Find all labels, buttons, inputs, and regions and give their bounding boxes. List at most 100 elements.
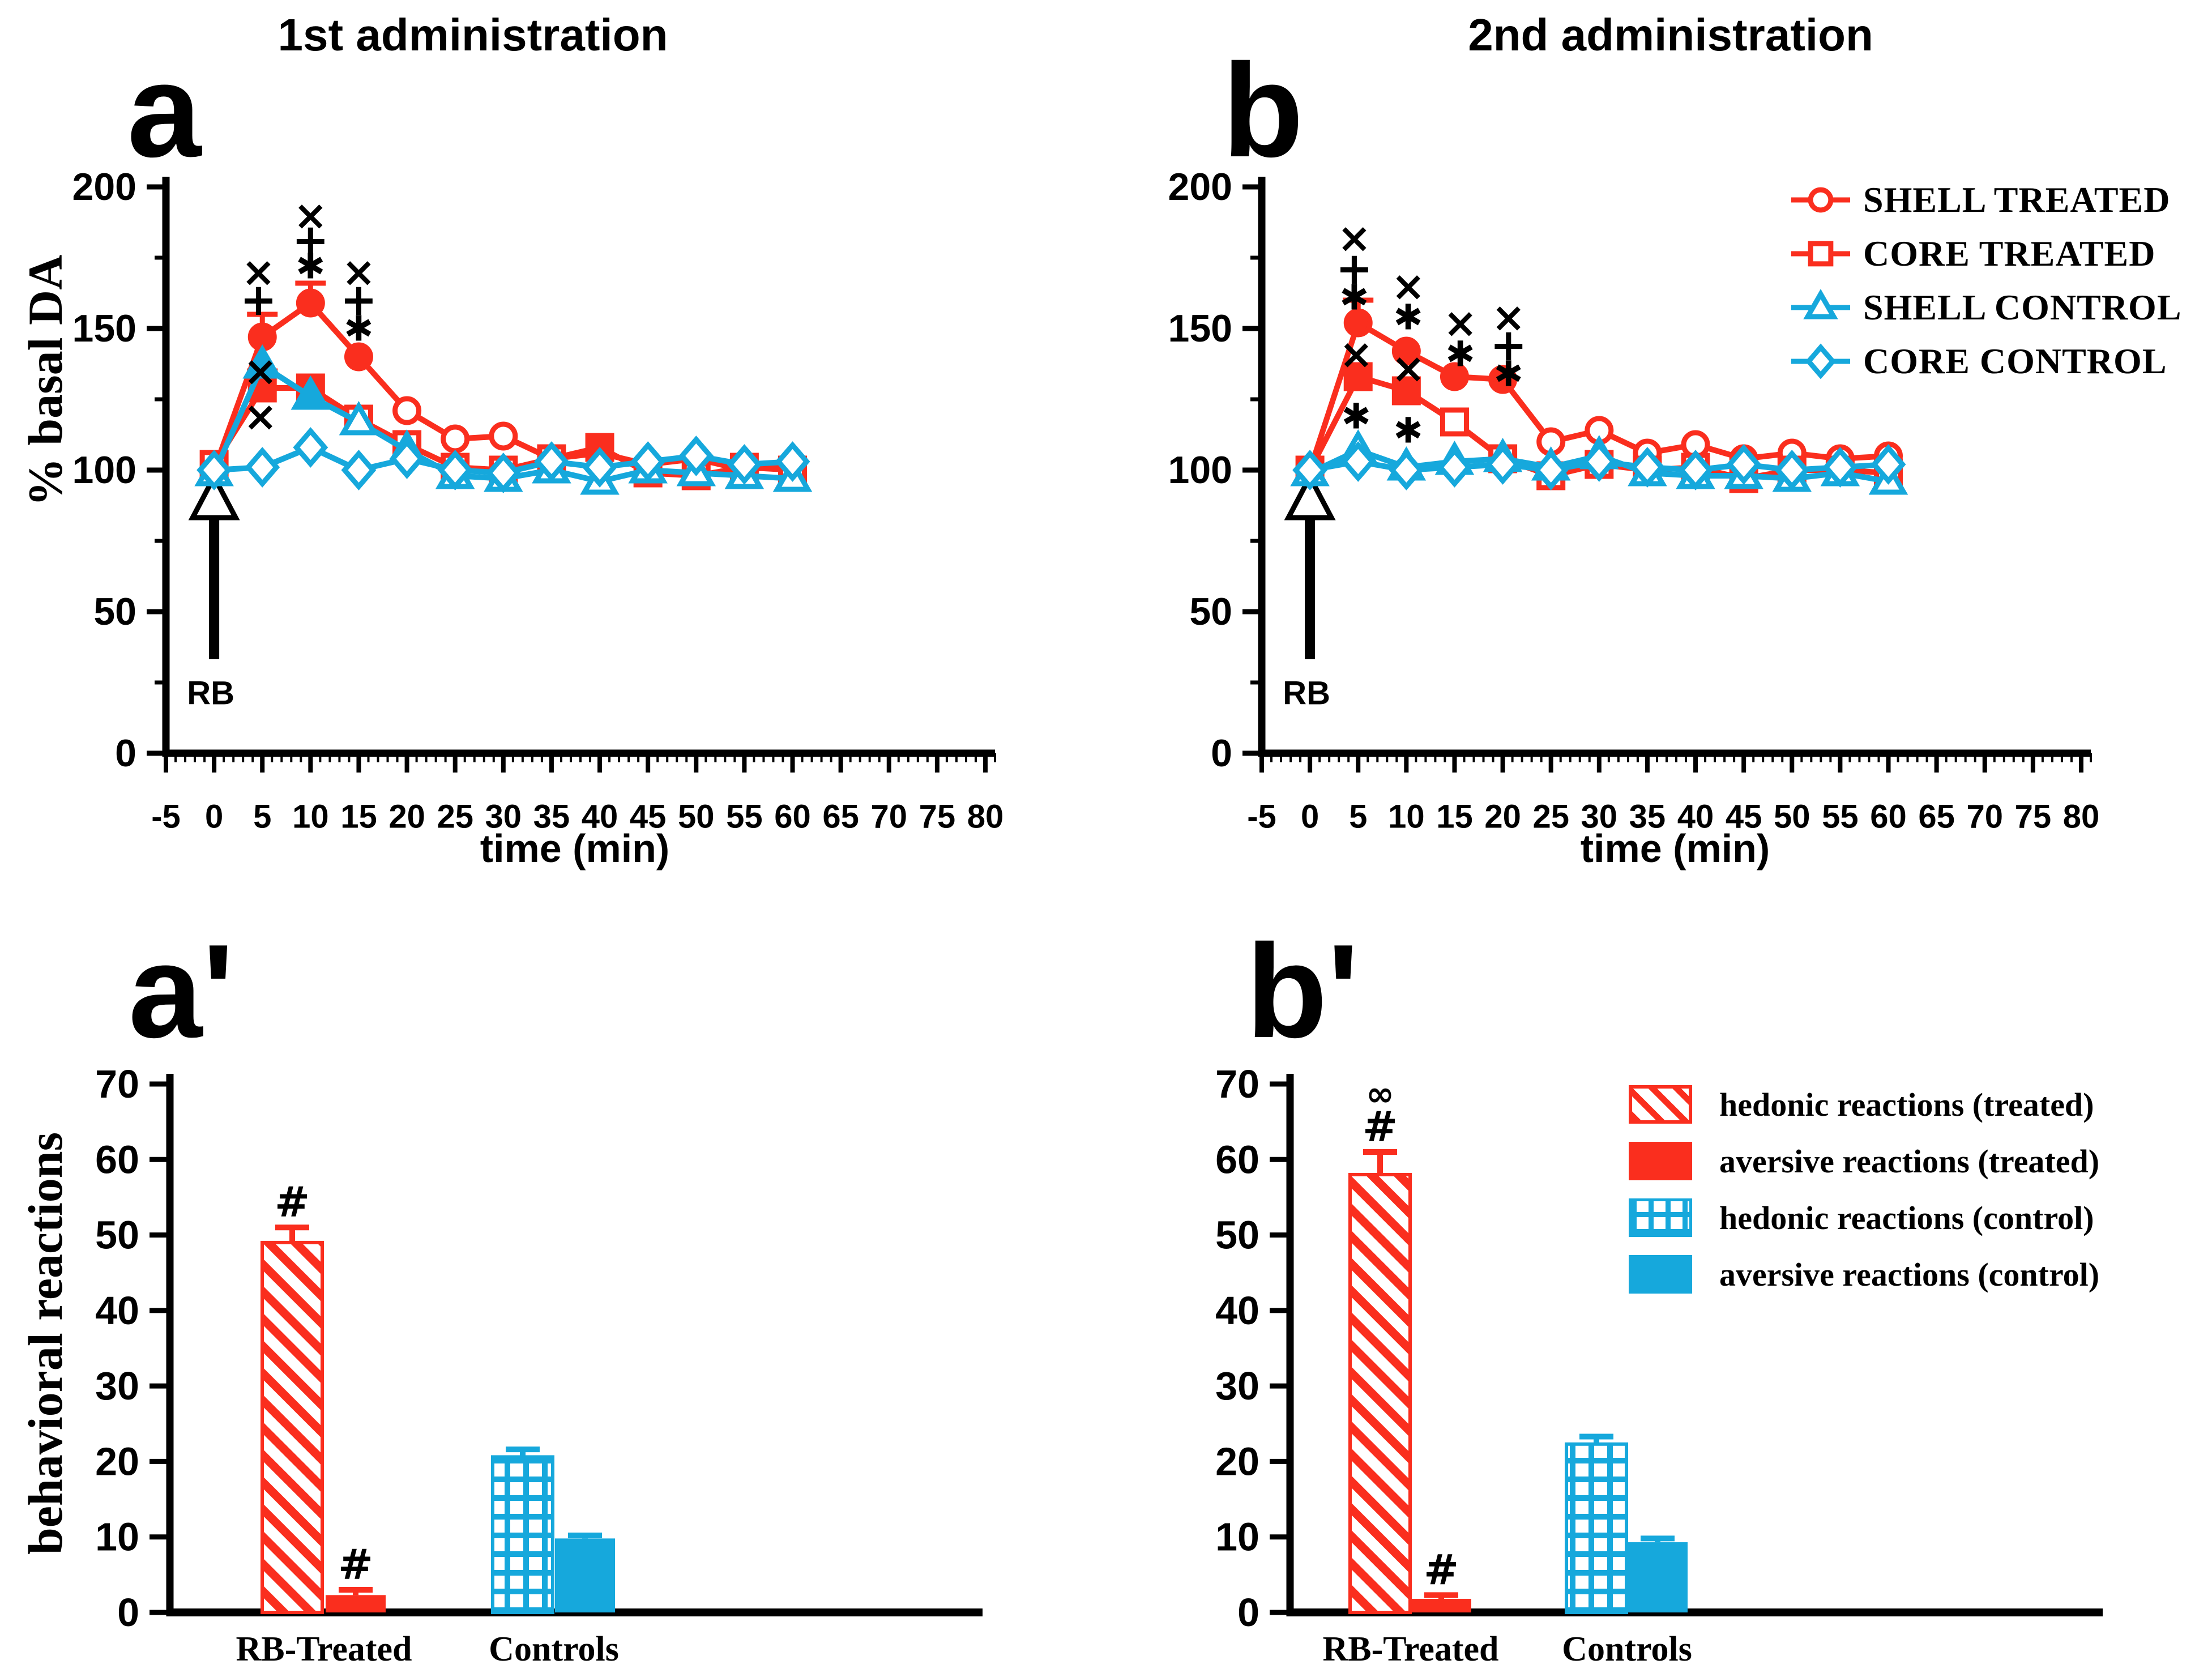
y-tick-label: 70 — [1215, 1062, 1259, 1106]
x-tick-label: 75 — [919, 799, 956, 835]
x-tick-label: 45 — [630, 799, 667, 835]
marker-circle — [344, 342, 373, 372]
legend-item-shell-treated: SHELL TREATED — [1778, 173, 2182, 227]
marker-circle — [1488, 365, 1518, 394]
bar-solid — [326, 1595, 386, 1612]
y-tick-label: 50 — [1215, 1213, 1259, 1257]
marker-circle — [392, 396, 422, 425]
y-tick-label: 0 — [1237, 1590, 1259, 1635]
x-tick-label: 45 — [1726, 799, 1762, 835]
legend-label: aversive reactions (control) — [1719, 1256, 2100, 1293]
x-tick-label: 80 — [967, 799, 1004, 835]
marker-diamond — [678, 436, 714, 476]
y-tick-label: 200 — [72, 165, 136, 208]
aversive-control-swatch-icon — [1629, 1255, 1692, 1294]
y-tick-label: 30 — [1215, 1364, 1259, 1408]
bar-solid — [1628, 1542, 1688, 1612]
marker-diamond — [197, 450, 232, 490]
category-label: Controls — [1562, 1630, 1692, 1669]
x-tick-label: 60 — [1870, 799, 1907, 835]
marker-diamond — [485, 453, 521, 493]
sig-symbol: × — [1339, 330, 1373, 378]
x-tick-label: 75 — [2015, 799, 2052, 835]
y-tick-label: 60 — [95, 1137, 139, 1181]
marker-circle — [1808, 187, 1834, 212]
marker-diamond — [1389, 450, 1424, 490]
x-tick-label: 20 — [1484, 799, 1521, 835]
legend-item-hedonic-control: hedonic reactions (control) — [1629, 1189, 2099, 1246]
x-tick-label: 30 — [1581, 799, 1618, 835]
legend-label: hedonic reactions (treated) — [1719, 1086, 2094, 1123]
x-tick-label: 30 — [485, 799, 522, 835]
bar-chart-a_prime: 0 10 20 30 40 50 60 70 # # RB-Treated Controls — [95, 1062, 983, 1669]
y-tick-label: 50 — [1189, 590, 1232, 633]
x-tick-label: 5 — [1349, 799, 1367, 835]
rb-label: RB — [187, 675, 234, 712]
legend-marker-circle-icon — [1791, 187, 1850, 212]
marker-square — [1343, 362, 1373, 391]
y-axis-label-da: % basal DA — [18, 254, 72, 507]
category-label: Controls — [489, 1630, 619, 1669]
y-tick-label: 10 — [1215, 1515, 1259, 1559]
legend-item-aversive-control: aversive reactions (control) — [1629, 1246, 2099, 1303]
sig-symbol: ✱ — [296, 246, 325, 287]
y-tick-label: 20 — [1215, 1439, 1259, 1483]
x-tick-label: 80 — [2063, 799, 2100, 835]
x-tick-label: 15 — [340, 799, 377, 835]
legend-label: CORE TREATED — [1863, 233, 2156, 274]
sig-symbol: × — [1337, 214, 1371, 262]
sig-symbol: ✱ — [1339, 277, 1369, 318]
legend-label: SHELL TREATED — [1863, 179, 2171, 220]
sig-symbol: # — [1424, 1546, 1459, 1594]
x-tick-label: 35 — [533, 799, 570, 835]
x-tick-label: 70 — [1966, 799, 2003, 835]
panel-b-prime-letter: b' — [1246, 916, 1359, 1065]
aversive-treated-swatch-icon — [1629, 1142, 1692, 1180]
x-tick-label: -5 — [151, 799, 181, 835]
sig-symbol: ∞ — [1366, 1074, 1394, 1114]
marker-triangle — [339, 400, 379, 436]
y-tick-label: 150 — [72, 307, 136, 350]
y-tick-label: 0 — [115, 732, 136, 775]
y-tick-label: 0 — [1211, 732, 1232, 775]
sig-symbol: ✱ — [1342, 396, 1371, 437]
category-label: RB-Treated — [1322, 1630, 1498, 1669]
legend-line-series: SHELL TREATED CORE TREATED SHELL CONTROL… — [1778, 173, 2182, 388]
sig-symbol: + — [1336, 244, 1373, 295]
marker-diamond — [1629, 447, 1665, 488]
sig-symbol: # — [275, 1178, 310, 1227]
legend-marker-triangle-icon — [1791, 288, 1850, 319]
panel-a-prime-letter: a' — [128, 916, 234, 1065]
marker-diamond — [1774, 450, 1810, 490]
x-tick-label: 10 — [292, 799, 329, 835]
legend-marker-diamond-icon — [1791, 343, 1850, 379]
x-tick-label: 50 — [678, 799, 715, 835]
sig-symbol: ✱ — [344, 308, 373, 349]
x-tick-label: 65 — [1918, 799, 1955, 835]
marker-diamond — [1871, 444, 1906, 485]
legend-item-aversive-treated: aversive reactions (treated) — [1629, 1133, 2099, 1189]
marker-circle — [296, 288, 325, 318]
sig-symbol: × — [241, 248, 275, 296]
marker-triangle — [1803, 288, 1838, 319]
x-tick-label: -5 — [1247, 799, 1276, 835]
sig-symbol: # — [1363, 1103, 1398, 1151]
sig-symbol: # — [338, 1541, 373, 1589]
rb-arrow-head — [188, 471, 240, 520]
y-tick-label: 150 — [1168, 307, 1232, 350]
panel-b-letter: b — [1222, 36, 1304, 185]
marker-diamond — [1822, 447, 1858, 488]
y-tick-label: 200 — [1168, 165, 1232, 208]
legend-item-core-control: CORE CONTROL — [1778, 334, 2182, 388]
x-tick-label: 10 — [1388, 799, 1425, 835]
marker-circle — [1440, 362, 1469, 391]
marker-diamond — [1340, 441, 1376, 482]
core-control-marker-icon — [1778, 339, 1863, 384]
sig-symbol: × — [244, 392, 277, 440]
panel-a-title: 1st administration — [277, 10, 668, 60]
sig-symbol: + — [240, 275, 277, 326]
hedonic-treated-swatch-icon — [1629, 1085, 1692, 1124]
marker-square — [1440, 407, 1469, 437]
